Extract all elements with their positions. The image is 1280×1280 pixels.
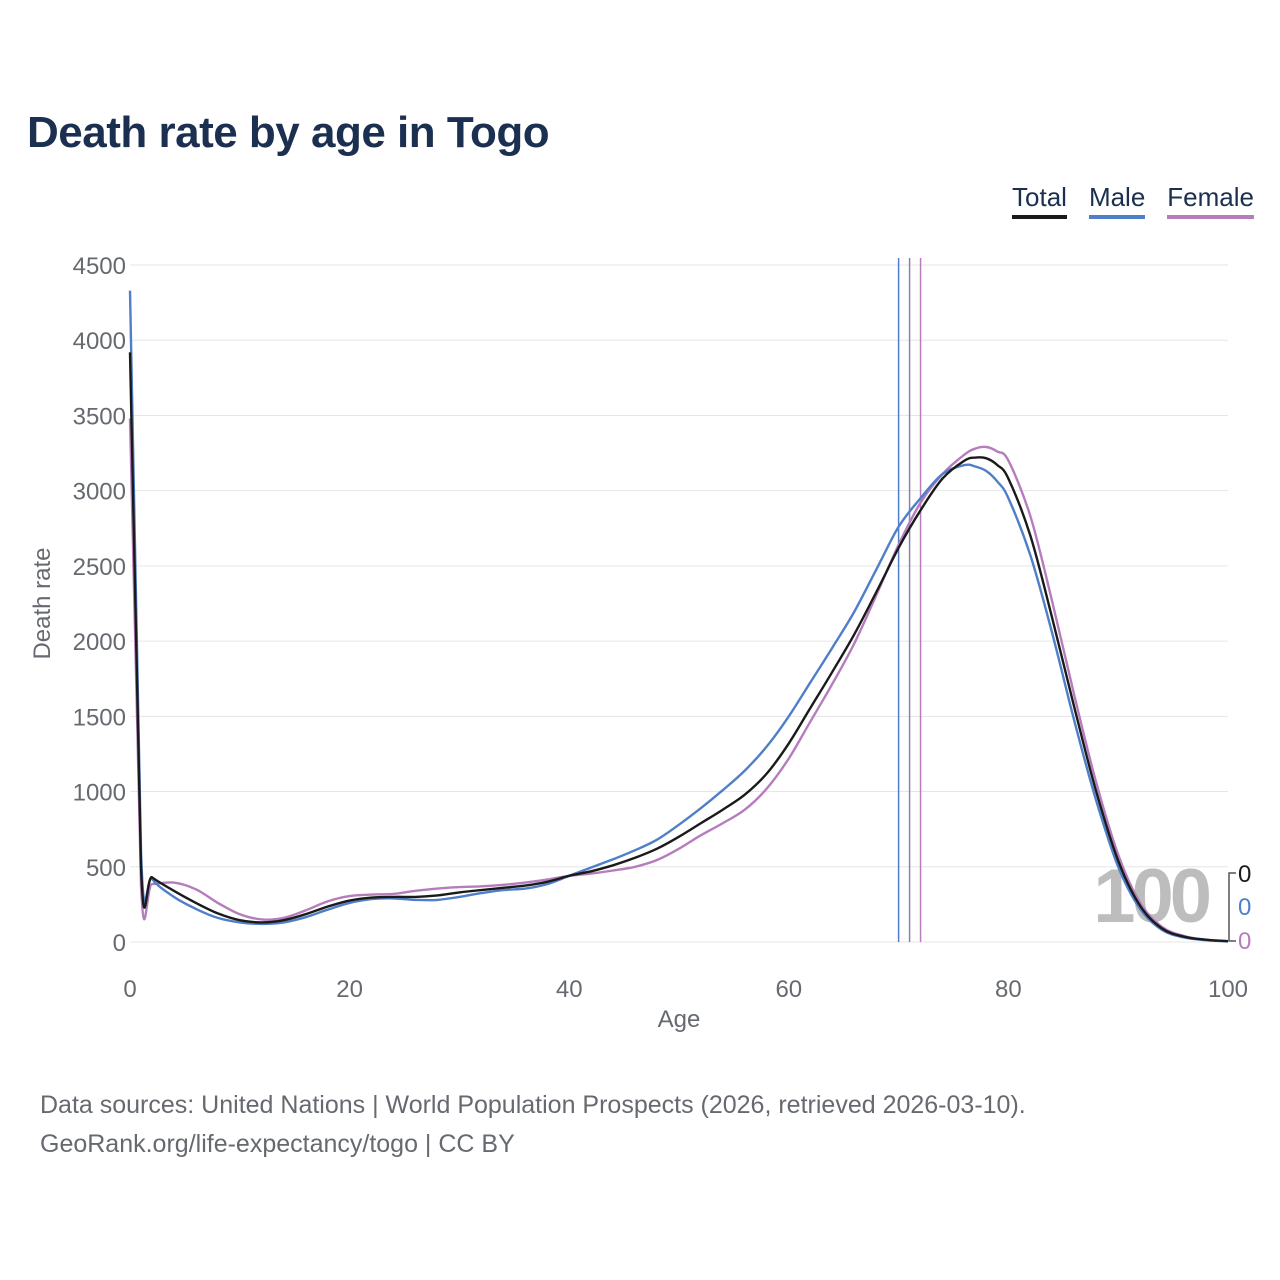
end-label-total: 0 bbox=[1238, 861, 1251, 888]
series-line-female bbox=[128, 418, 1229, 943]
source-link[interactable]: GeoRank.org/life-expectancy/togo | CC BY bbox=[40, 1130, 515, 1158]
year-watermark: 100 bbox=[1093, 854, 1210, 939]
x-tick-label: 100 bbox=[1208, 976, 1248, 1003]
footer: Data sources: United Nations | World Pop… bbox=[40, 1086, 1026, 1164]
x-tick-label: 20 bbox=[336, 976, 363, 1003]
y-tick-label: 500 bbox=[86, 855, 126, 882]
chart-title: Death rate by age in Togo bbox=[27, 108, 550, 157]
y-tick-label: 3500 bbox=[73, 403, 126, 430]
series-line-male bbox=[128, 290, 1229, 943]
y-tick-label: 3000 bbox=[73, 479, 126, 506]
x-tick-label: 60 bbox=[775, 976, 802, 1003]
end-label-female: 0 bbox=[1238, 928, 1251, 955]
y-tick-label: 1000 bbox=[73, 780, 126, 807]
x-axis-label: Age bbox=[658, 1006, 701, 1033]
x-tick-label: 80 bbox=[995, 976, 1022, 1003]
y-tick-label: 4000 bbox=[73, 328, 126, 355]
end-label-bracket bbox=[1228, 872, 1236, 942]
legend-item-total[interactable]: Total bbox=[1012, 182, 1067, 219]
legend-item-male[interactable]: Male bbox=[1088, 182, 1146, 219]
series-line-total bbox=[128, 352, 1229, 943]
legend-item-female[interactable]: Female bbox=[1167, 182, 1254, 219]
end-label-male: 0 bbox=[1238, 894, 1251, 921]
data-source: Data sources: United Nations | World Pop… bbox=[40, 1091, 1026, 1119]
x-tick-label: 0 bbox=[123, 976, 136, 1003]
y-tick-label: 2000 bbox=[73, 629, 126, 656]
y-tick-label: 2500 bbox=[73, 554, 126, 581]
y-axis-label: Death rate bbox=[29, 547, 56, 659]
y-tick-label: 1500 bbox=[73, 704, 126, 731]
x-tick-label: 40 bbox=[556, 976, 583, 1003]
y-tick-label: 0 bbox=[113, 930, 126, 957]
legend: Total Male Female bbox=[1012, 182, 1254, 219]
y-tick-label: 4500 bbox=[73, 253, 126, 280]
